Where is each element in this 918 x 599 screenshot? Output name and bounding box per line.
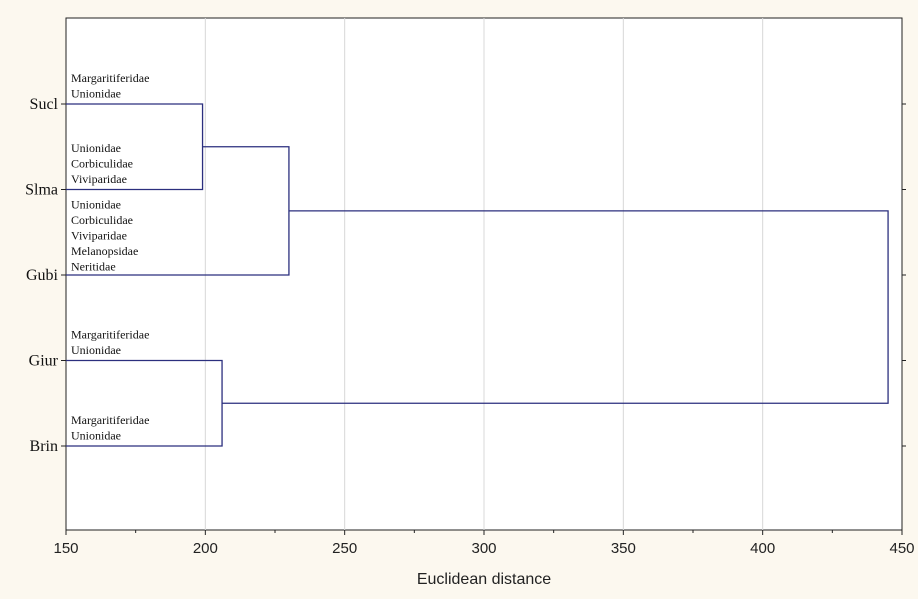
leaf-label-giur: Giur [29, 353, 59, 370]
x-tick-label: 300 [471, 540, 496, 557]
annotation-gubi-line: Melanopsidae [71, 244, 138, 258]
leaf-labels: Sucl Slma Gubi Giur Brin [25, 96, 59, 455]
annotation-gubi-line: Neritidae [71, 260, 116, 274]
x-axis-title: Euclidean distance [417, 571, 551, 588]
annotation-slma-line: Unionidae [71, 141, 121, 155]
annotation-sucl-line: Margaritiferidae [71, 71, 149, 85]
annotation-sucl-line: Unionidae [71, 87, 121, 101]
axis-ticks: 150 200 250 300 350 400 450 [53, 103, 915, 557]
annotation-brin-line: Unionidae [71, 429, 121, 443]
grid-lines [204, 18, 764, 530]
annotation-slma-line: Corbiculidae [71, 157, 133, 171]
x-tick-label: 450 [889, 540, 914, 557]
dendrogram-link-3 [66, 359, 223, 447]
annotation-giur-line: Unionidae [71, 343, 121, 357]
annotation-slma-line: Viviparidae [71, 172, 127, 186]
leaf-label-sucl: Sucl [30, 96, 59, 113]
dendrogram-link-4 [222, 210, 889, 404]
x-tick-label: 400 [750, 540, 775, 557]
annotation-brin-line: Margaritiferidae [71, 413, 149, 427]
leaf-label-slma: Slma [25, 182, 58, 199]
annotation-giur-line: Margaritiferidae [71, 328, 149, 342]
dendrogram-link-2 [66, 146, 290, 276]
leaf-annotations: MargaritiferidaeUnionidaeUnionidaeCorbic… [71, 71, 149, 443]
x-tick-label: 200 [193, 540, 218, 557]
x-tick-label: 250 [332, 540, 357, 557]
annotation-gubi-line: Unionidae [71, 198, 121, 212]
annotation-gubi-line: Viviparidae [71, 229, 127, 243]
leaf-label-gubi: Gubi [26, 267, 59, 284]
x-tick-label: 350 [611, 540, 636, 557]
leaf-label-brin: Brin [30, 438, 58, 455]
x-tick-label: 150 [53, 540, 78, 557]
dendrogram-branches [66, 103, 889, 447]
annotation-gubi-line: Corbiculidae [71, 213, 133, 227]
